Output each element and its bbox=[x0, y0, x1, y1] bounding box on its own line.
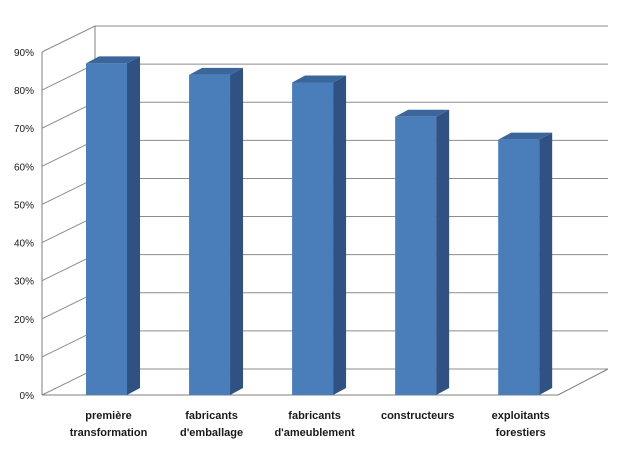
bar-top bbox=[292, 75, 347, 83]
bar-side bbox=[230, 67, 244, 395]
y-tick-label: 0% bbox=[20, 391, 35, 402]
y-tick-label: 70% bbox=[14, 124, 34, 135]
x-category-label: constructeurs bbox=[381, 410, 454, 422]
bar-side bbox=[436, 109, 450, 396]
bar bbox=[292, 82, 334, 395]
bar-side bbox=[333, 75, 347, 395]
y-tick-label: 10% bbox=[14, 353, 34, 364]
y-axis-ticks: 0% 10% 20% 30% 40% 50% 60% 70% 80% 90% bbox=[14, 48, 34, 402]
y-tick-label: 90% bbox=[14, 48, 34, 59]
y-tick-label: 30% bbox=[14, 277, 34, 288]
y-tick-label: 60% bbox=[14, 162, 34, 173]
x-category-label: fabricants d'emballage bbox=[180, 410, 243, 439]
y-tick-label: 50% bbox=[14, 200, 34, 211]
bar-top bbox=[189, 67, 244, 75]
bar bbox=[189, 74, 231, 395]
x-axis-labels: première transformation fabricants d'emball… bbox=[70, 410, 550, 439]
x-category-label: fabricants d'ameublement bbox=[274, 410, 355, 439]
bar-top bbox=[86, 56, 140, 64]
bar bbox=[86, 63, 127, 395]
y-tick-label: 40% bbox=[14, 239, 34, 250]
bar-side bbox=[127, 56, 140, 395]
floor-right-edge bbox=[557, 368, 609, 396]
bar-side bbox=[539, 132, 553, 395]
x-category-label: exploitants forestiers bbox=[492, 410, 550, 439]
bar bbox=[395, 116, 437, 396]
chart-bars bbox=[86, 56, 553, 396]
x-category-label: première transformation bbox=[70, 410, 148, 439]
y-tick-label: 20% bbox=[14, 315, 34, 326]
y-tick-label: 80% bbox=[14, 86, 34, 97]
bar-top bbox=[498, 132, 553, 140]
bar bbox=[498, 139, 540, 395]
gridline-side bbox=[41, 25, 96, 53]
bar-top bbox=[395, 109, 450, 117]
